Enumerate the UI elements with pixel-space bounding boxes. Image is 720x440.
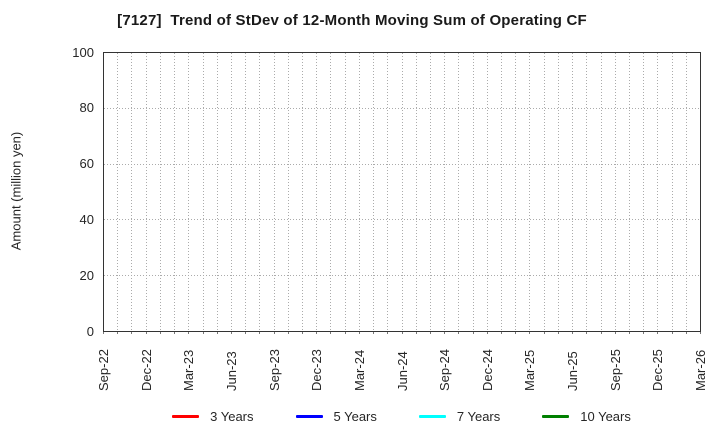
x-tick-label: Jun-24 bbox=[394, 351, 410, 391]
x-tick-label: Sep-25 bbox=[607, 349, 623, 391]
x-tick-label: Sep-23 bbox=[266, 349, 282, 391]
legend-label: 7 Years bbox=[456, 408, 501, 424]
x-tick-label: Dec-23 bbox=[309, 349, 325, 391]
legend-item: 5 Years bbox=[295, 408, 377, 424]
legend-line-swatch bbox=[172, 414, 200, 418]
legend: 3 Years 5 Years 7 Years 10 Years bbox=[103, 404, 700, 428]
y-tick-label: 100 bbox=[72, 44, 94, 60]
y-tick-label: 80 bbox=[79, 100, 94, 116]
legend-item: 10 Years bbox=[542, 409, 631, 424]
y-tick-label: 60 bbox=[79, 156, 94, 172]
x-tick-label: Mar-25 bbox=[522, 349, 538, 391]
legend-label: 10 Years bbox=[580, 408, 631, 424]
legend-item: 7 Years bbox=[418, 408, 501, 424]
chart-title: [7127] Trend of StDev of 12-Month Moving… bbox=[117, 12, 587, 29]
x-tick-label: Sep-24 bbox=[437, 349, 453, 391]
y-tick-label: 20 bbox=[79, 267, 94, 283]
x-tick-label: Dec-25 bbox=[650, 349, 666, 391]
legend-line-swatch bbox=[542, 414, 570, 418]
x-tick-label: Jun-23 bbox=[223, 351, 239, 391]
y-tick-label: 40 bbox=[79, 211, 94, 227]
y-tick-label: 0 bbox=[86, 323, 94, 339]
legend-line-swatch bbox=[418, 414, 446, 418]
x-tick-label: Jun-25 bbox=[565, 351, 581, 391]
legend-line-swatch bbox=[295, 414, 323, 418]
legend-label: 3 Years bbox=[210, 408, 254, 424]
legend-item: 3 Years bbox=[172, 408, 254, 424]
x-tick-label: Mar-23 bbox=[181, 349, 197, 391]
x-tick-label: Mar-26 bbox=[693, 349, 708, 391]
x-tick-label: Mar-24 bbox=[351, 349, 367, 391]
legend-label: 5 Years bbox=[333, 408, 377, 424]
x-tick-label: Dec-24 bbox=[479, 349, 495, 391]
plot-border bbox=[103, 52, 701, 332]
x-tick-label: Dec-22 bbox=[138, 349, 154, 391]
x-tick-label: Sep-22 bbox=[96, 349, 111, 391]
